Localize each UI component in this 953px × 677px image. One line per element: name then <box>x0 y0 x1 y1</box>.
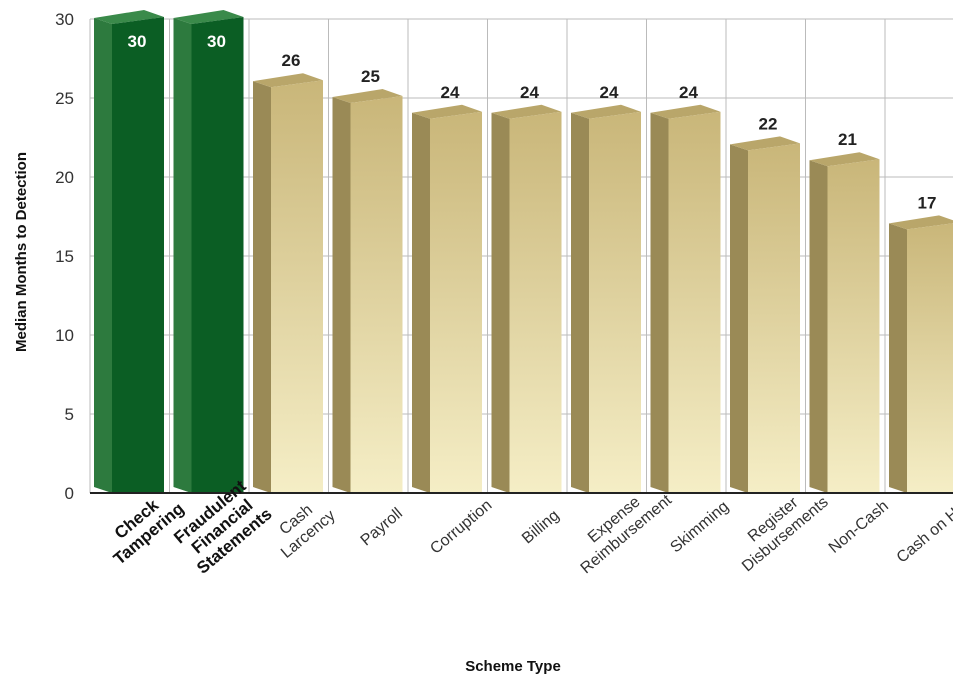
bar-value-label: 21 <box>838 130 857 149</box>
x-tick-label-line: Skimming <box>667 498 732 556</box>
bar-value-label: 24 <box>600 83 619 102</box>
bar-side <box>571 112 589 494</box>
y-axis-title: Median Months to Detection <box>13 152 30 352</box>
bar-top <box>809 152 880 167</box>
bar-front <box>430 111 482 494</box>
bar-front <box>748 143 800 493</box>
bar-side <box>889 223 907 493</box>
bar-front <box>668 111 721 494</box>
x-tick-label: CashLarcency <box>266 493 339 562</box>
bar-value-label: 17 <box>918 193 937 212</box>
bar-side <box>173 18 192 493</box>
bar-top <box>332 89 403 103</box>
bar-top <box>94 10 164 24</box>
x-tick-label-line: Payroll <box>358 505 406 549</box>
bar-front <box>350 96 403 493</box>
bar: 24 <box>491 83 562 494</box>
x-tick-label-line: Non-Cash <box>826 498 892 557</box>
bar: 17 <box>889 193 953 493</box>
bar: 24 <box>412 83 482 494</box>
bar-value-label: 26 <box>282 51 301 70</box>
bar: 21 <box>809 130 880 493</box>
bar: 25 <box>332 67 403 493</box>
bar-front <box>271 80 323 493</box>
bar-side <box>94 18 112 493</box>
y-tick-label: 30 <box>55 10 74 29</box>
bar-side <box>253 81 271 493</box>
bar-front <box>191 17 244 493</box>
y-tick-label: 10 <box>55 326 74 345</box>
bar-top <box>253 73 323 88</box>
bar: 22 <box>730 114 800 493</box>
bar-top <box>889 215 953 230</box>
bar-side <box>650 112 669 494</box>
bar-front <box>112 17 164 493</box>
bar: 26 <box>253 51 323 493</box>
bar: 30 <box>173 10 244 493</box>
x-tick-label: Corruption <box>427 497 495 558</box>
bar-top <box>650 104 721 119</box>
bar: 24 <box>650 83 721 494</box>
bar-value-label: 25 <box>361 67 380 86</box>
bars: 30 30 26 25 24 24 24 24 22 21 17 <box>94 10 953 494</box>
bar-value-label: 22 <box>759 114 778 133</box>
x-tick-label: Non-Cash <box>826 498 892 557</box>
x-tick-label: Payroll <box>358 505 406 549</box>
x-tick-label: CheckTampering <box>98 484 188 568</box>
bar-front <box>907 223 953 493</box>
bar-value-label: 30 <box>207 32 226 51</box>
y-tick-label: 25 <box>55 89 74 108</box>
bar-top <box>571 104 641 119</box>
bar-front <box>827 159 880 493</box>
bar: 24 <box>571 83 641 494</box>
bar-top <box>412 104 482 119</box>
bar-side <box>332 97 351 493</box>
y-axis-ticks: 0 5 10 15 20 25 30 <box>55 10 74 503</box>
x-tick-label: Skimming <box>667 498 732 556</box>
bar-top <box>173 10 244 24</box>
y-tick-label: 15 <box>55 247 74 266</box>
bar-value-label: 30 <box>128 32 147 51</box>
y-tick-label: 0 <box>65 484 74 503</box>
x-tick-label: Cash on Hand <box>894 488 953 567</box>
bar-value-label: 24 <box>441 83 460 102</box>
x-tick-label-line: Corruption <box>427 497 495 558</box>
x-tick-label: Billing <box>519 507 563 547</box>
bar-top <box>730 136 800 151</box>
bar-front <box>589 111 641 494</box>
bar-top <box>491 104 562 119</box>
x-tick-label-line: Cash on Hand <box>894 488 953 567</box>
bar-side <box>730 144 748 493</box>
bar-side <box>809 160 828 493</box>
y-tick-label: 20 <box>55 168 74 187</box>
bar-front <box>509 111 562 494</box>
bar-value-label: 24 <box>679 83 698 102</box>
bar-value-label: 24 <box>520 83 539 102</box>
bar: 30 <box>94 10 164 493</box>
bar-side <box>412 112 430 494</box>
x-tick-label-line: Billing <box>519 507 563 547</box>
x-axis-title: Scheme Type <box>465 658 561 675</box>
bar-side <box>491 112 510 494</box>
y-tick-label: 5 <box>65 405 74 424</box>
